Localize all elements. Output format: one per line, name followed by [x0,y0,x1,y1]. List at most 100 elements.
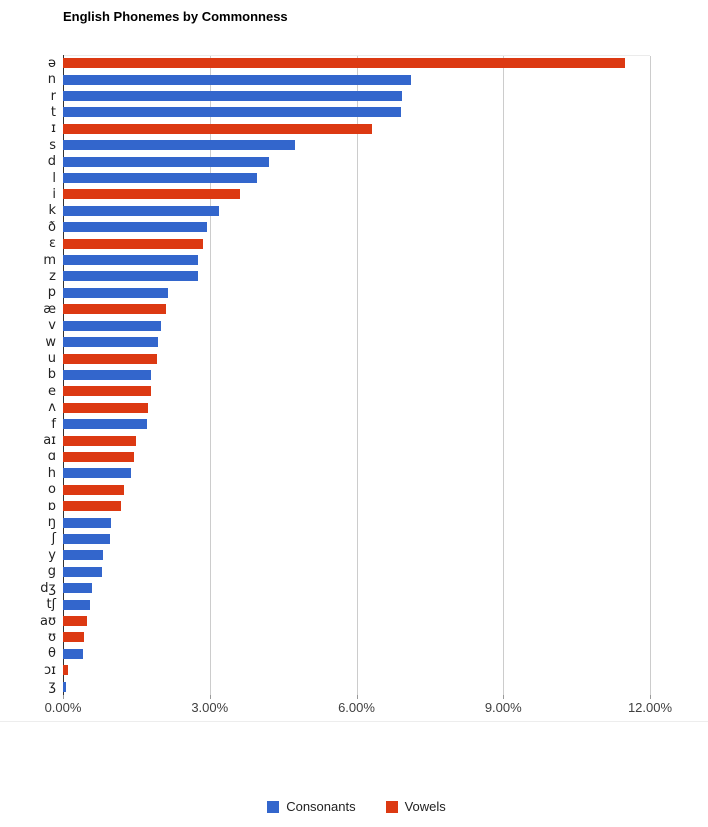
bar-d[interactable] [63,156,269,167]
bar-row-s: s [0,137,650,153]
bar-row-dʒ: dʒ [0,580,650,596]
bar-row-ʊ: ʊ [0,629,650,645]
legend-item-vowels: Vowels [385,800,446,813]
bar-r[interactable] [63,91,403,102]
bar-track [63,402,650,413]
bar-ɔɪ[interactable] [63,665,68,676]
bar-track [63,468,650,479]
bar-track [63,320,650,331]
bar-ə[interactable] [63,58,626,69]
bar-ɒ[interactable] [63,501,121,512]
phoneme-label-w: w [45,334,56,350]
bar-m[interactable] [63,255,198,266]
bar-o[interactable] [63,484,125,495]
bar-æ[interactable] [63,304,166,315]
plot-area [63,55,651,696]
bar-chart: ə n r t ɪ s d l i k ð ɛ m z p æ v w u b e ʌ f aɪ ɑ h o ɒ ŋ ʃ y g dʒ tʃ aʊ ʊ… [0,55,651,696]
bar-row-e: e [0,383,650,399]
gridline-9 [503,56,505,696]
bar-s[interactable] [63,140,296,151]
bar-row-o: o [0,482,650,498]
phoneme-label-p: p [47,285,56,301]
bar-l[interactable] [63,173,257,184]
phoneme-label-v: v [48,318,56,334]
bar-z[interactable] [63,271,198,282]
bar-dʒ[interactable] [63,583,92,594]
bar-track [63,255,650,266]
bar-track [63,550,650,561]
bar-row-n: n [0,71,650,87]
phoneme-label-ɔɪ: ɔɪ [44,662,56,678]
bar-θ[interactable] [63,648,84,659]
phoneme-label-ɑ: ɑ [47,449,56,465]
bar-track [63,632,650,643]
bar-track [63,189,650,200]
phoneme-label-dʒ: dʒ [40,580,56,596]
bar-track [63,533,650,544]
bar-track [63,566,650,577]
phoneme-label-aʊ: aʊ [40,613,56,629]
bar-p[interactable] [63,287,169,298]
bar-track [63,123,650,134]
consonants-swatch-icon [267,800,280,813]
bar-row-ɔɪ: ɔɪ [0,662,650,678]
gridline-6 [356,56,358,696]
x-tick-mark [650,695,651,699]
bar-b[interactable] [63,369,152,380]
bar-ʌ[interactable] [63,402,149,413]
bar-row-w: w [0,334,650,350]
bar-ɪ[interactable] [63,123,373,134]
bar-u[interactable] [63,353,158,364]
bar-row-ɪ: ɪ [0,121,650,137]
bar-y[interactable] [63,550,103,561]
phoneme-label-d: d [47,154,56,170]
phoneme-label-i: i [52,186,56,202]
bar-track [63,435,650,446]
bar-f[interactable] [63,419,147,430]
phoneme-label-t: t [50,104,56,120]
phoneme-label-ʌ: ʌ [48,400,56,416]
bar-t[interactable] [63,107,401,118]
bar-e[interactable] [63,386,151,397]
bar-v[interactable] [63,320,162,331]
bar-k[interactable] [63,205,219,216]
bar-w[interactable] [63,337,159,348]
bar-row-ŋ: ŋ [0,514,650,530]
bar-n[interactable] [63,74,411,85]
x-tick-mark [356,695,358,699]
x-tick-label: 0.00% [44,700,82,715]
bar-track [63,681,650,692]
x-tick-label: 3.00% [191,700,229,715]
phoneme-label-ɪ: ɪ [51,121,56,137]
bar-tʃ[interactable] [63,599,91,610]
bar-row-m: m [0,252,650,268]
bar-row-i: i [0,186,650,202]
gridline-3 [209,56,211,696]
bar-track [63,238,650,249]
bar-row-æ: æ [0,301,650,317]
bar-ʊ[interactable] [63,632,85,643]
bar-track [63,583,650,594]
bar-aʊ[interactable] [63,616,88,627]
phoneme-label-l: l [52,170,56,186]
bar-ʒ[interactable] [63,681,67,692]
bar-track [63,517,650,528]
bar-aɪ[interactable] [63,435,137,446]
bar-g[interactable] [63,566,103,577]
x-tick-mark [209,695,211,699]
bar-ɛ[interactable] [63,238,203,249]
bar-row-r: r [0,88,650,104]
bar-ʃ[interactable] [63,533,111,544]
phoneme-label-tʃ: tʃ [46,597,56,613]
phoneme-label-ɒ: ɒ [47,498,56,514]
bar-i[interactable] [63,189,240,200]
phoneme-label-θ: θ [48,646,56,662]
bar-h[interactable] [63,468,132,479]
bar-track [63,222,650,233]
legend: Consonants Vowels [63,800,650,813]
bar-ð[interactable] [63,222,208,233]
bar-track [63,287,650,298]
bar-ŋ[interactable] [63,517,112,528]
gridline-12 [650,56,651,696]
bar-ɑ[interactable] [63,451,134,462]
